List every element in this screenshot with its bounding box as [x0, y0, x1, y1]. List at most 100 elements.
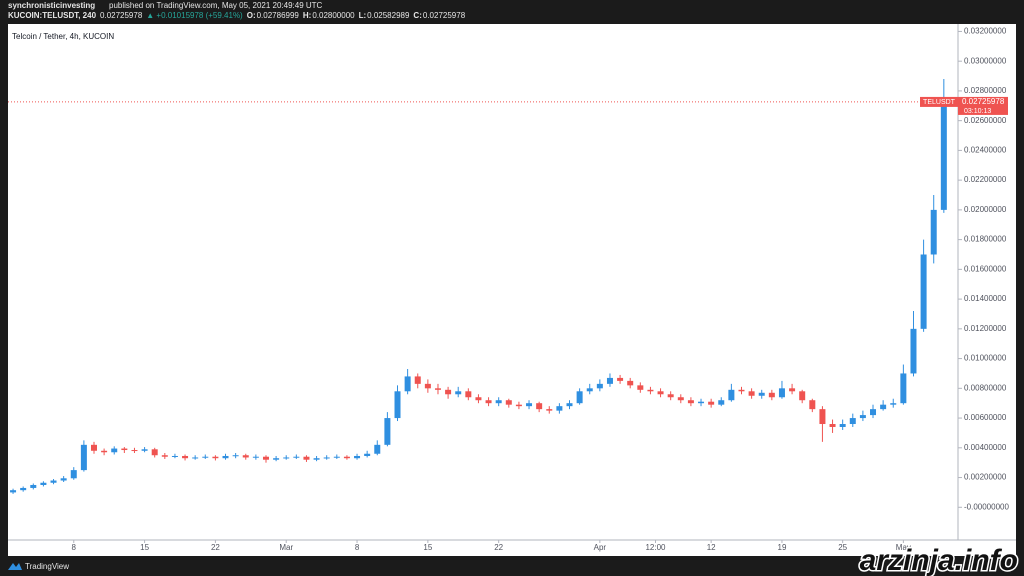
candle-body: [748, 391, 755, 396]
ohlc-value: 0.02800000: [312, 11, 355, 20]
symbol: KUCOIN:TELUSDT, 240: [8, 11, 97, 20]
published: published on TradingView.com, May 05, 20…: [109, 1, 323, 10]
y-tick-label: 0.00400000: [964, 443, 1007, 452]
watermark: arzinja.info: [860, 544, 1018, 576]
candle-body: [718, 400, 725, 405]
x-tick-label: May: [896, 543, 911, 552]
y-tick-label: 0.03200000: [964, 27, 1007, 36]
candle-body: [930, 209, 937, 255]
candle-body: [940, 101, 947, 210]
candle-body: [809, 400, 816, 410]
candle-body: [121, 448, 128, 451]
candle-body: [293, 456, 300, 458]
candle-body: [859, 415, 866, 419]
candle-body: [890, 403, 897, 405]
candle-body: [606, 377, 613, 384]
candle-body: [404, 376, 411, 392]
symbol-tag: [920, 96, 958, 107]
ohlc-value: 0.02582989: [367, 11, 410, 20]
y-tick-label: 0.00600000: [964, 413, 1007, 422]
candle-body: [202, 456, 209, 458]
candle-body: [556, 406, 563, 411]
candle-body: [141, 449, 148, 451]
candle-body: [849, 418, 856, 425]
candle-body: [778, 388, 785, 398]
candle-body: [515, 404, 522, 407]
candle-body: [677, 397, 684, 401]
y-tick-label: 0.02400000: [964, 146, 1007, 155]
candle-body: [60, 478, 67, 481]
symbol-tag-label: TELUSDT: [923, 99, 956, 106]
y-tick-label: 0.03000000: [964, 56, 1007, 65]
candle-body: [252, 456, 259, 458]
y-tick-label: 0.02000000: [964, 205, 1007, 214]
candle-body: [819, 409, 826, 425]
y-tick-label: -0.00000000: [964, 502, 1009, 511]
x-tick-label: 15: [140, 543, 149, 552]
y-tick-label: 0.01200000: [964, 324, 1007, 333]
ohlc-value: 0.02725978: [423, 11, 466, 20]
candle-body: [455, 391, 462, 395]
ohlc-label: L:: [359, 11, 367, 20]
ohlc-label: O:: [247, 11, 256, 20]
price-tag-label: 0.02725978: [962, 97, 1005, 106]
candle-body: [789, 388, 796, 392]
candle-body: [698, 401, 705, 404]
candle-body: [687, 400, 694, 404]
candle-body: [182, 455, 189, 459]
candle-body: [445, 389, 452, 395]
chart-title: Telcoin / Tether, 4h, KUCOIN: [12, 32, 114, 41]
candle-body: [80, 444, 87, 471]
brand: TradingView: [25, 562, 69, 571]
symbol-line: KUCOIN:TELUSDT, 240 0.02725978 ▲ +0.0101…: [8, 11, 466, 20]
candle-body: [586, 388, 593, 392]
candle-body: [283, 457, 290, 459]
candle-body: [657, 391, 664, 395]
candle-body: [171, 455, 178, 457]
candle-body: [829, 424, 836, 427]
candle-body: [536, 403, 543, 410]
y-tick-label: 0.01800000: [964, 235, 1007, 244]
candle-body: [900, 373, 907, 404]
candle-body: [101, 450, 108, 453]
candle-body: [90, 444, 97, 451]
y-tick-label: 0.02200000: [964, 175, 1007, 184]
candle-body: [242, 455, 249, 458]
candle-body: [232, 455, 239, 457]
candle-body: [647, 389, 654, 392]
candle-body: [627, 380, 634, 386]
countdown: 03:10:13: [964, 108, 991, 115]
x-tick-label: 22: [494, 543, 503, 552]
candle-body: [434, 388, 441, 390]
candle-body: [384, 418, 391, 445]
candle-body: [364, 453, 371, 456]
y-tick-label: 0.00800000: [964, 383, 1007, 392]
candle-body: [111, 448, 118, 453]
candle-body: [596, 383, 603, 389]
candle-body: [617, 377, 624, 381]
y-tick-label: 0.01400000: [964, 294, 1007, 303]
candle-body: [212, 456, 219, 459]
candle-body: [637, 385, 644, 390]
x-tick-label: 22: [211, 543, 220, 552]
candle-body: [526, 403, 533, 407]
candle-body: [10, 490, 17, 493]
candle-body: [576, 391, 583, 404]
candle-body: [424, 383, 431, 389]
candle-body: [880, 404, 887, 410]
y-tick-label: 0.02600000: [964, 116, 1007, 125]
plot: 0.03200000 0.03000000 0.02800000 0.02600000…: [8, 27, 1009, 552]
x-tick-label: Apr: [594, 543, 607, 552]
candle-body: [151, 449, 158, 456]
candle-body: [333, 456, 340, 458]
candle-body: [505, 400, 512, 405]
candle-body: [708, 401, 715, 405]
candle-body: [303, 456, 310, 460]
candle-body: [374, 444, 381, 454]
y-tick-label: 0.01600000: [964, 264, 1007, 273]
ohlc-label: H:: [303, 11, 311, 20]
candle-body: [738, 389, 745, 392]
price-tag: [958, 96, 1008, 115]
candle-body: [273, 458, 280, 460]
